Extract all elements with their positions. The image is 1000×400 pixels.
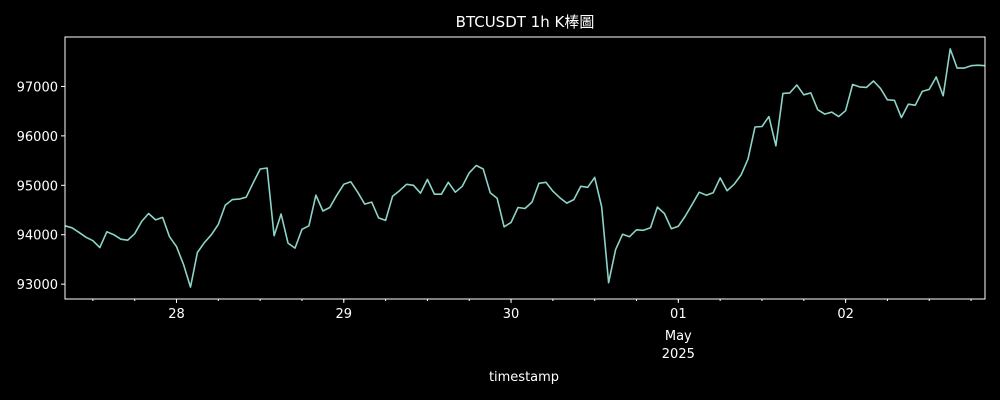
y-tick-label: 93000 bbox=[17, 278, 58, 293]
x-tick-label: 30 bbox=[503, 307, 520, 322]
x-tick-month-label: May bbox=[665, 329, 692, 344]
y-tick-label: 96000 bbox=[17, 130, 58, 145]
y-axis: 93000 94000 95000 96000 97000 bbox=[17, 80, 65, 293]
plot-area bbox=[64, 48, 986, 288]
y-tick-label: 94000 bbox=[17, 229, 58, 244]
x-tick-label: 01 bbox=[670, 307, 687, 322]
plot-frame bbox=[64, 36, 986, 300]
x-axis: 28 29 30 01 May 2025 02 bbox=[92, 299, 972, 362]
y-tick-label: 97000 bbox=[17, 80, 58, 95]
x-tick-label: 02 bbox=[837, 307, 854, 322]
y-tick-label: 95000 bbox=[17, 179, 58, 194]
chart-title: BTCUSDT 1h K棒圖 bbox=[456, 13, 595, 31]
x-tick-year-label: 2025 bbox=[662, 347, 695, 362]
x-axis-label: timestamp bbox=[489, 370, 559, 385]
price-series-line bbox=[64, 48, 986, 288]
x-tick-label: 28 bbox=[168, 307, 185, 322]
x-tick-label: 29 bbox=[336, 307, 353, 322]
